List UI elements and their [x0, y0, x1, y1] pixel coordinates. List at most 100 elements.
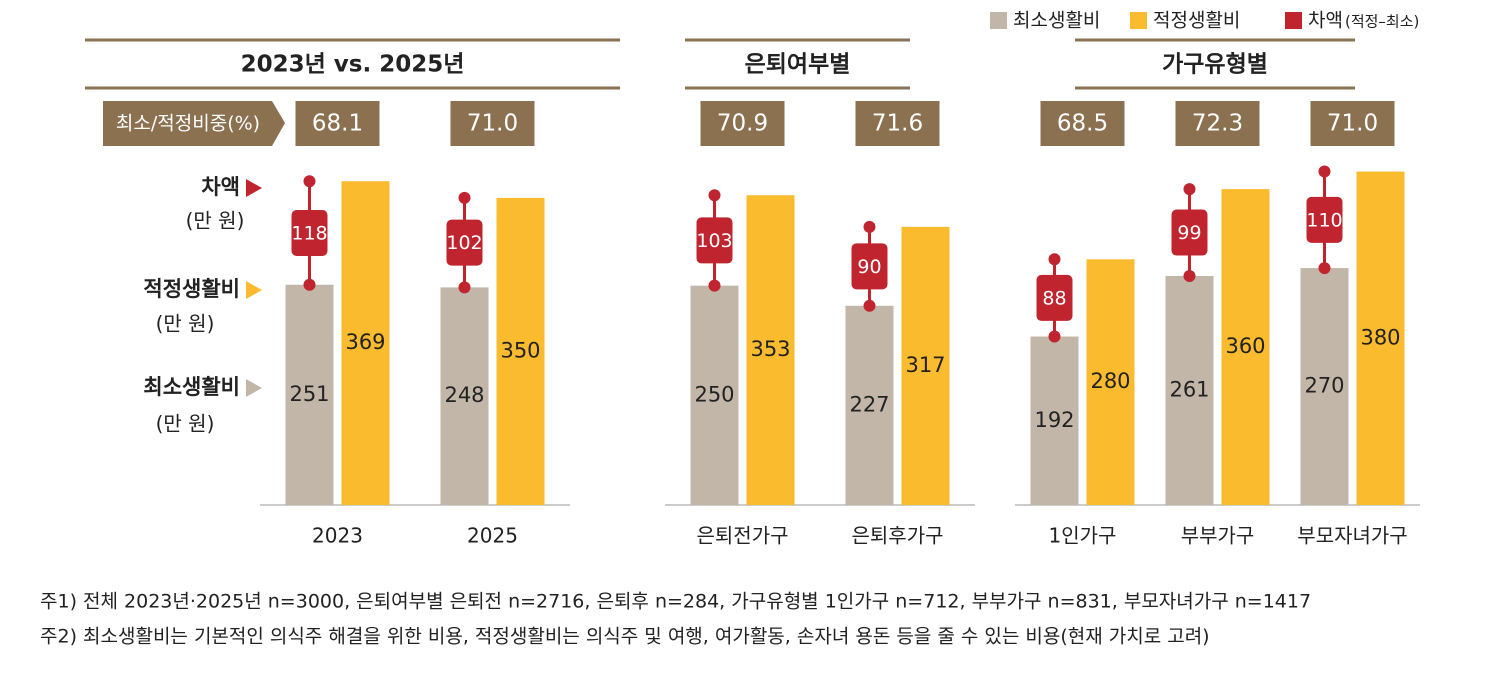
ratio-box: [1310, 101, 1395, 146]
diff-marker: [446, 191, 483, 294]
ratio-value: 71.6: [872, 111, 923, 137]
diff-dot: [1318, 165, 1331, 178]
ratio-box: [450, 101, 535, 146]
ratio-box: [855, 101, 940, 146]
panel-title: 가구유형별: [1162, 52, 1268, 78]
bar-value: 270: [1304, 374, 1344, 398]
panel-title: 2023년 vs. 2025년: [241, 52, 465, 78]
ratio-value: 71.0: [467, 111, 518, 137]
bar-value: 261: [1169, 377, 1209, 401]
diff-dot: [1183, 269, 1196, 282]
bar-value: 353: [750, 337, 790, 361]
bar: [746, 195, 795, 505]
side-label: 차액: [201, 175, 240, 199]
diff-box: [696, 217, 733, 264]
side-label: 최소생활비: [143, 375, 240, 399]
diff-marker: [696, 189, 733, 292]
legend-swatch: [1130, 12, 1147, 29]
diff-dot: [1318, 262, 1331, 275]
bar: [1221, 189, 1270, 505]
ratio-value: 72.3: [1192, 111, 1243, 137]
diff-value: 90: [857, 256, 881, 278]
diff-value: 118: [291, 222, 327, 244]
bar: [1300, 268, 1349, 505]
ratio-value: 70.9: [717, 111, 768, 137]
bar: [690, 285, 739, 505]
bar: [1356, 171, 1405, 506]
x-tick-label: 은퇴전가구: [697, 524, 789, 548]
diff-value: 103: [696, 230, 732, 252]
legend-label: 최소생활비: [1013, 10, 1100, 32]
diff-dot: [458, 191, 471, 204]
bar-value: 250: [694, 382, 734, 406]
diff-box: [291, 209, 328, 256]
bar: [341, 181, 390, 505]
note: 주1) 전체 2023년·2025년 n=3000, 은퇴여부별 은퇴전 n=2…: [40, 591, 1311, 613]
legend-swatch: [1285, 12, 1302, 29]
diff-marker: [1306, 165, 1343, 275]
diff-box: [1306, 196, 1343, 243]
ratio-value: 71.0: [1327, 111, 1378, 137]
diff-dot: [1048, 253, 1061, 266]
legend-label: 차액: [1308, 10, 1343, 32]
diff-dot: [303, 175, 316, 188]
x-tick-label: 은퇴후가구: [852, 524, 944, 548]
side-arrow: [246, 281, 262, 299]
side-arrow: [246, 379, 262, 397]
diff-value: 99: [1177, 222, 1201, 244]
diff-value: 88: [1042, 287, 1066, 309]
ratio-label-box: [103, 101, 285, 146]
diff-dot: [708, 189, 721, 202]
bar: [1030, 336, 1079, 505]
bar-value: 360: [1225, 334, 1265, 358]
ratio-value: 68.5: [1057, 111, 1108, 137]
diff-marker: [291, 175, 328, 291]
legend-label: 적정생활비: [1153, 10, 1240, 32]
ratio-box: [1040, 101, 1125, 146]
diff-marker: [1036, 253, 1073, 343]
bar: [845, 305, 894, 505]
diff-marker: [1171, 183, 1208, 282]
ratio-box: [295, 101, 380, 146]
bar: [1165, 275, 1214, 505]
bar-value: 350: [500, 338, 540, 362]
note: 주2) 최소생활비는 기본적인 의식주 해결을 위한 비용, 적정생활비는 의식…: [40, 626, 1210, 648]
x-tick-label: 2025: [467, 524, 518, 548]
diff-box: [446, 219, 483, 266]
bar: [901, 226, 950, 505]
diff-dot: [863, 220, 876, 233]
side-unit: (만 원): [186, 209, 245, 233]
diff-box: [851, 243, 888, 290]
legend-note: (적정–최소): [1345, 13, 1419, 31]
diff-value: 110: [1306, 209, 1342, 231]
bar-value: 380: [1360, 325, 1400, 349]
bar-value: 317: [905, 353, 945, 377]
bar: [440, 287, 489, 505]
side-arrow: [246, 179, 262, 197]
ratio-box: [1175, 101, 1260, 146]
diff-marker: [851, 220, 888, 312]
x-tick-label: 1인가구: [1049, 524, 1117, 548]
bar-value: 192: [1034, 408, 1074, 432]
x-tick-label: 부모자녀가구: [1297, 524, 1407, 548]
diff-box: [1036, 274, 1073, 321]
panel-title: 은퇴여부별: [745, 52, 851, 78]
diff-dot: [863, 299, 876, 312]
x-tick-label: 2023: [312, 524, 363, 548]
ratio-value: 68.1: [312, 111, 363, 137]
diff-dot: [458, 281, 471, 294]
bar: [285, 284, 334, 505]
diff-dot: [1048, 330, 1061, 343]
diff-dot: [1183, 183, 1196, 196]
ratio-box: [700, 101, 785, 146]
side-unit: (만 원): [156, 312, 215, 336]
x-tick-label: 부부가구: [1181, 524, 1255, 548]
diff-dot: [303, 278, 316, 291]
side-label: 적정생활비: [143, 277, 240, 301]
bar: [1086, 259, 1135, 505]
bar-value: 227: [849, 392, 889, 416]
bar-value: 248: [444, 383, 484, 407]
bar-value: 369: [345, 330, 385, 354]
bar-value: 280: [1090, 369, 1130, 393]
